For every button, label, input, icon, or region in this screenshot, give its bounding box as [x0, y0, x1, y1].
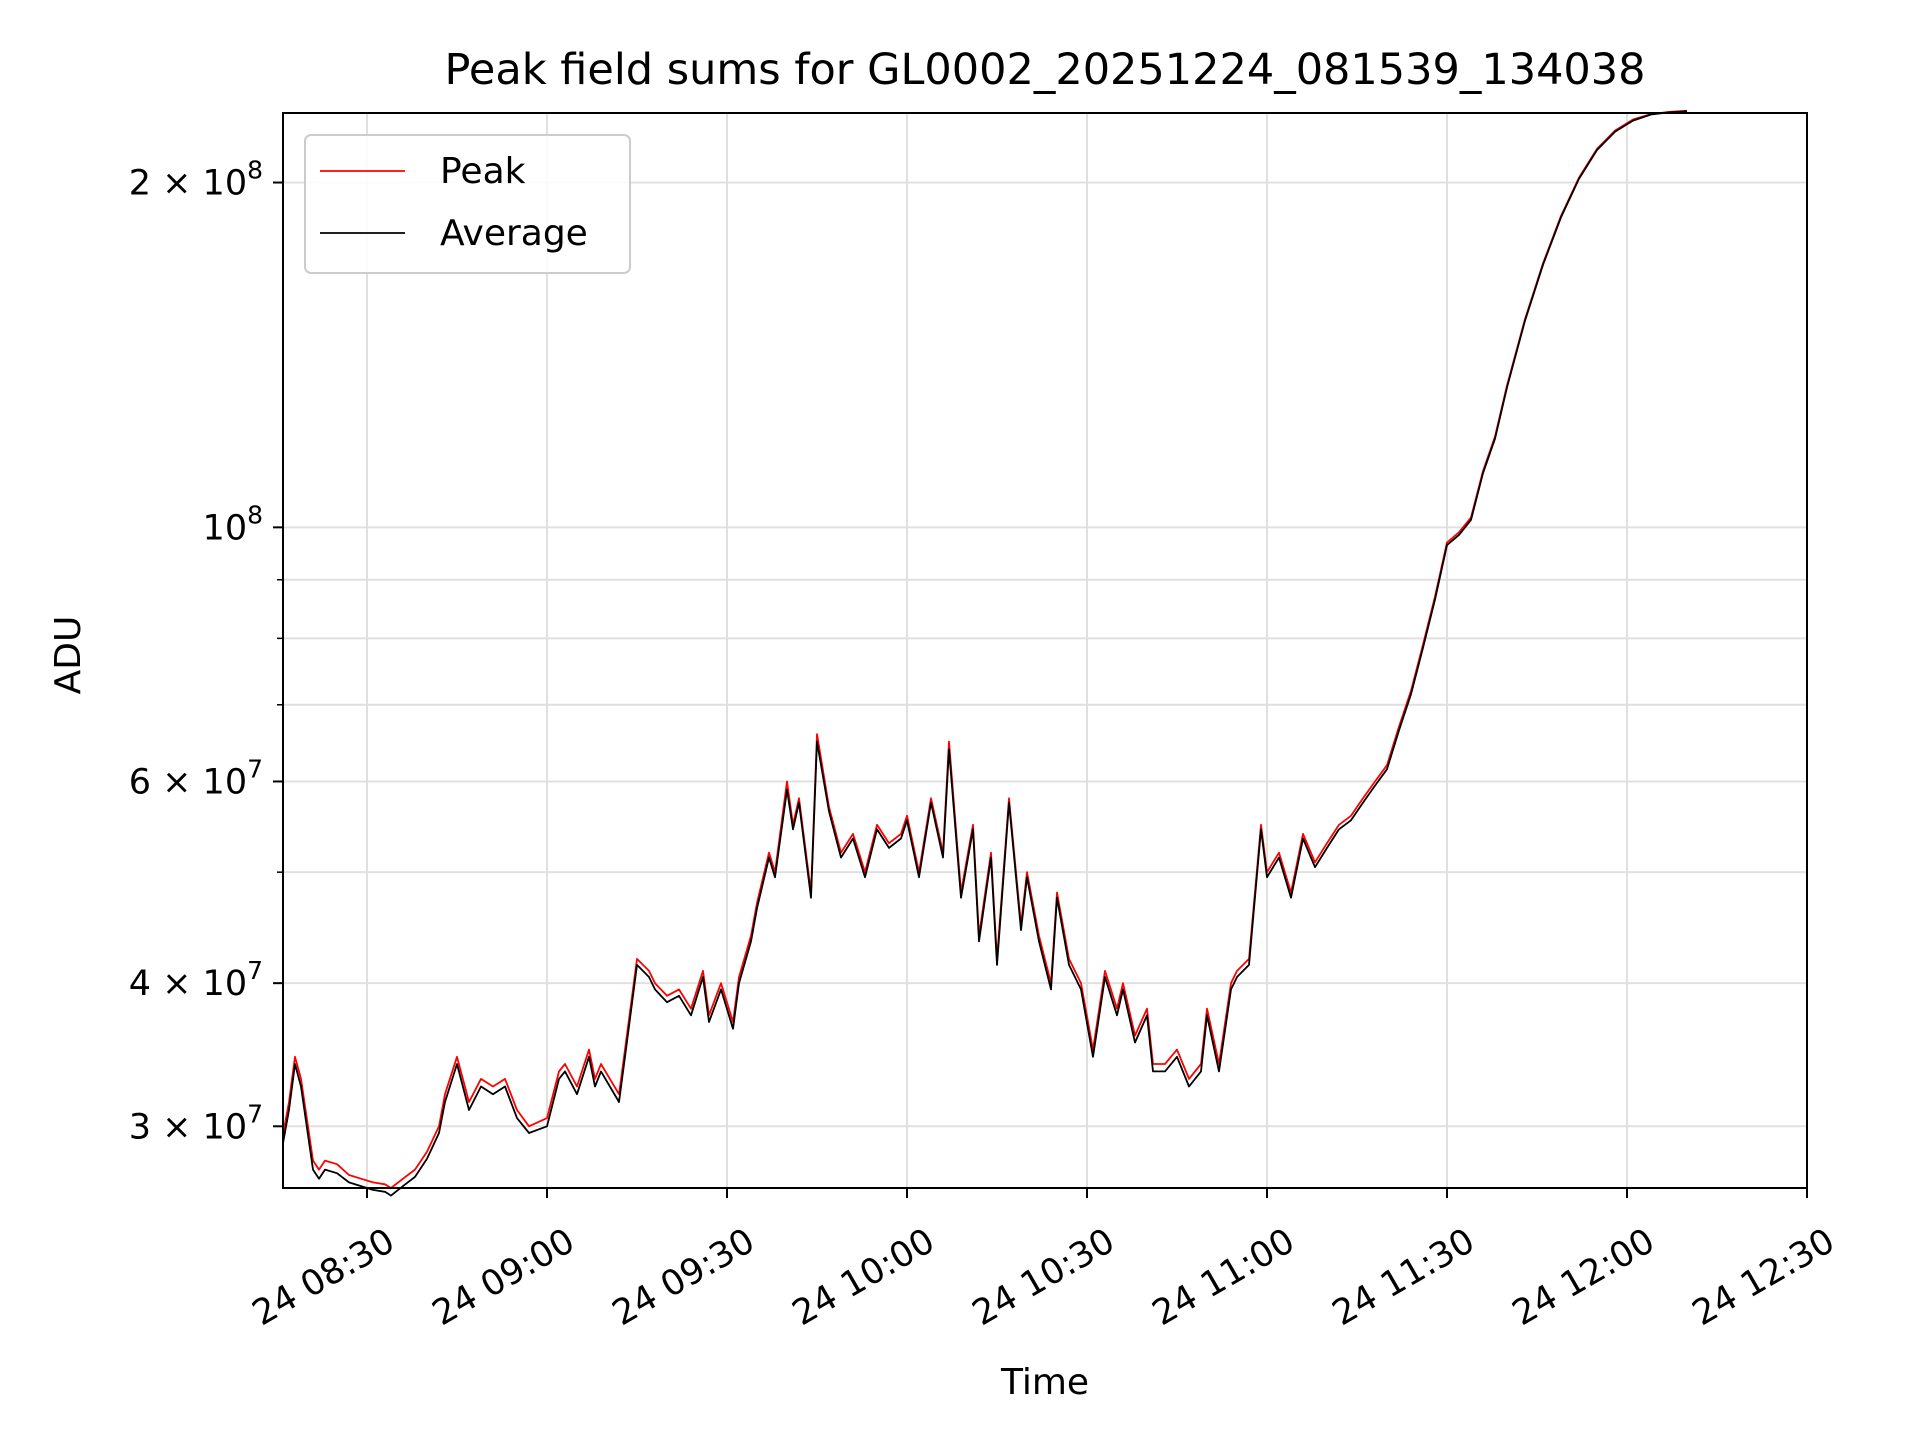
y-tick-label-base: 10 — [203, 508, 248, 548]
legend-box — [304, 134, 631, 274]
legend-label-average: Average — [440, 213, 588, 254]
x-axis-label: Time — [1000, 1362, 1089, 1403]
y-tick-label: 3 × 107 — [129, 1099, 263, 1147]
legend: Peak Average — [304, 134, 631, 274]
y-tick-label-exponent: 7 — [247, 754, 263, 783]
y-tick-label-exponent: 7 — [247, 1099, 263, 1128]
y-tick-label-base: 3 × 10 — [129, 1107, 247, 1147]
y-tick-label: 108 — [203, 500, 263, 548]
series-line-average — [282, 110, 1688, 1197]
y-tick-label-base: 2 × 10 — [129, 164, 247, 204]
series-line-peak — [282, 109, 1688, 1189]
series-lines — [282, 109, 1688, 1197]
y-tick-label: 6 × 107 — [129, 754, 263, 802]
y-tick-label-base: 6 × 10 — [129, 762, 247, 802]
grid — [283, 113, 1808, 1188]
chart-title: Peak field sums for GL0002_20251224_0815… — [445, 45, 1646, 95]
y-axis-label: ADU — [48, 616, 89, 695]
legend-label-peak: Peak — [440, 151, 526, 192]
y-tick-label: 2 × 108 — [129, 156, 263, 204]
y-tick-label-exponent: 8 — [247, 156, 263, 185]
y-tick-label: 4 × 107 — [129, 956, 263, 1004]
plot-area-frame — [282, 112, 1808, 1189]
y-tick-label-exponent: 8 — [247, 500, 263, 529]
y-tick-label-base: 4 × 10 — [129, 964, 247, 1004]
y-tick-label-exponent: 7 — [247, 956, 263, 985]
